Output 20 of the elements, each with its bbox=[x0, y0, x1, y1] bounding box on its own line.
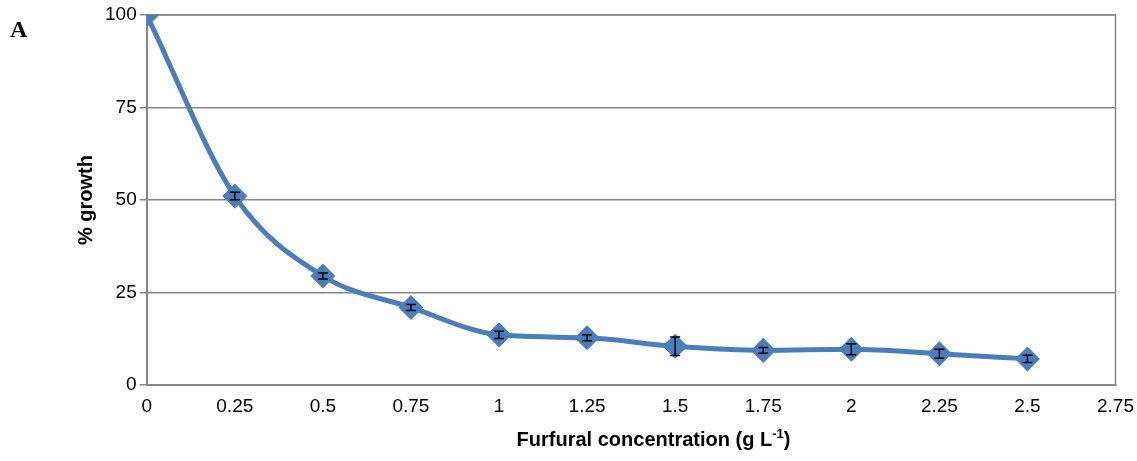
x-tick-label: 2.75 bbox=[1097, 394, 1134, 416]
y-tick-label: 100 bbox=[105, 3, 137, 25]
x-tick-label: 0 bbox=[141, 394, 152, 416]
x-tick-label: 1.75 bbox=[744, 394, 782, 416]
x-tick-label: 0.25 bbox=[216, 394, 254, 416]
x-tick-label: 0.75 bbox=[392, 394, 430, 416]
x-tick-label: 2 bbox=[846, 394, 857, 416]
y-axis-title: % growth bbox=[73, 155, 96, 246]
x-axis-title: Furfural concentration (g L$^{-1}$) bbox=[515, 426, 792, 451]
x-tick-label: 1.5 bbox=[661, 394, 689, 416]
x-tick-label: 1.25 bbox=[568, 394, 606, 416]
text: A bbox=[10, 16, 28, 43]
y-tick-label: 0 bbox=[126, 373, 137, 395]
y-tick-label: 50 bbox=[115, 188, 137, 210]
y-tick-label: 75 bbox=[115, 95, 137, 117]
y-tick-label: 25 bbox=[115, 280, 137, 302]
x-tick-label: 0.5 bbox=[309, 394, 337, 416]
x-tick-label: 2.5 bbox=[1014, 394, 1041, 416]
x-tick-label: 2.25 bbox=[920, 394, 958, 416]
x-tick-label: 1 bbox=[493, 394, 505, 416]
